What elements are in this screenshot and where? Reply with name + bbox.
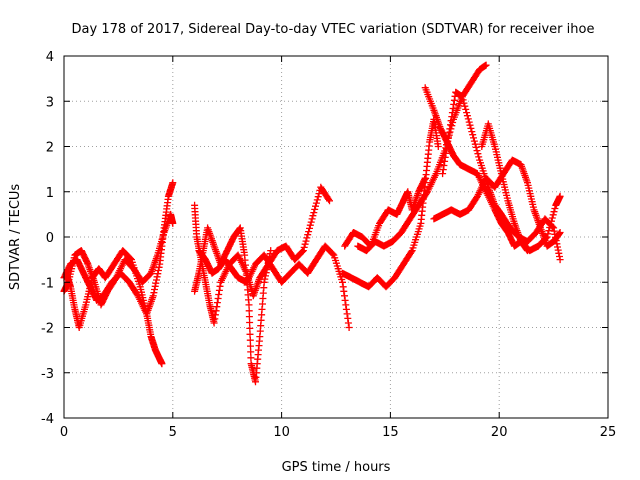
y-tick-label: -1 (41, 276, 54, 291)
data-series (354, 61, 490, 255)
chart-title: Day 178 of 2017, Sidereal Day-to-day VTE… (72, 22, 595, 37)
y-tick-label: 4 (46, 50, 54, 65)
data-series (341, 174, 429, 250)
y-axis-label: SDTVAR / TECUs (8, 184, 23, 291)
y-axis-ticks: -4 -3 -2 -1 0 1 2 3 4 (41, 50, 608, 427)
x-tick-label: 25 (600, 425, 617, 440)
series-markers (195, 242, 353, 331)
y-tick-label: 3 (46, 95, 54, 110)
data-series (195, 242, 353, 331)
data-series (430, 156, 564, 250)
data-series (191, 224, 275, 386)
series-markers (354, 61, 490, 255)
y-tick-label: 1 (46, 186, 54, 201)
x-tick-label: 0 (60, 425, 68, 440)
y-tick-label: 0 (46, 231, 54, 246)
series-markers (191, 224, 275, 386)
series-markers (430, 156, 564, 250)
y-tick-label: -2 (41, 322, 54, 337)
x-tick-label: 20 (491, 425, 508, 440)
data-points (60, 61, 564, 386)
grid-lines (64, 56, 608, 418)
x-axis-ticks: 0 5 10 15 20 25 (60, 56, 616, 440)
y-tick-label: -4 (41, 412, 54, 427)
x-tick-label: 10 (273, 425, 290, 440)
x-tick-label: 5 (169, 425, 177, 440)
series-markers (341, 174, 429, 250)
x-tick-label: 15 (382, 425, 399, 440)
y-tick-label: 2 (46, 141, 54, 156)
data-series (478, 120, 564, 255)
y-tick-label: -3 (41, 367, 54, 382)
x-axis-label: GPS time / hours (282, 460, 391, 475)
series-markers (478, 120, 564, 255)
